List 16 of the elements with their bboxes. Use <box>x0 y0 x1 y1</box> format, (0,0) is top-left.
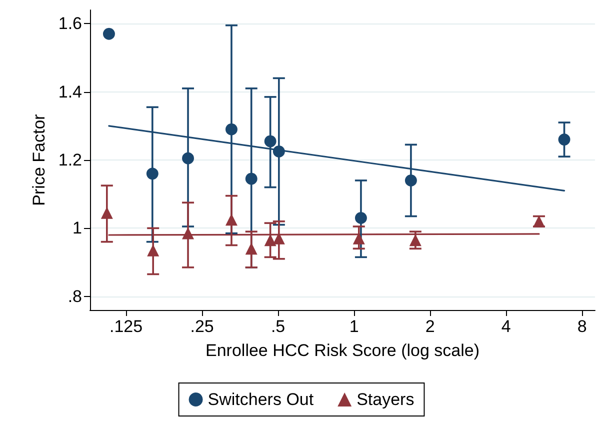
x-tick-label: .25 <box>190 317 214 336</box>
y-axis-title: Price Factor <box>29 114 48 206</box>
legend-label: Switchers Out <box>208 390 314 409</box>
x-tick-label: .5 <box>270 317 286 336</box>
x-axis-title: Enrollee HCC Risk Score (log scale) <box>206 341 480 360</box>
y-tick-label: 1.4 <box>58 82 82 102</box>
legend-label: Stayers <box>356 390 414 409</box>
x-tick-label: 1 <box>349 317 359 336</box>
y-tick-label: .8 <box>68 286 82 306</box>
x-tick-label: 4 <box>501 317 511 336</box>
y-tick-label: 1 <box>72 218 82 238</box>
x-tick-label: .125 <box>109 317 143 336</box>
x-tick-label: 2 <box>425 317 435 336</box>
y-tick-label: 1.6 <box>58 14 82 34</box>
y-tick-label: 1.2 <box>58 150 82 170</box>
x-tick-label: 8 <box>577 317 587 336</box>
